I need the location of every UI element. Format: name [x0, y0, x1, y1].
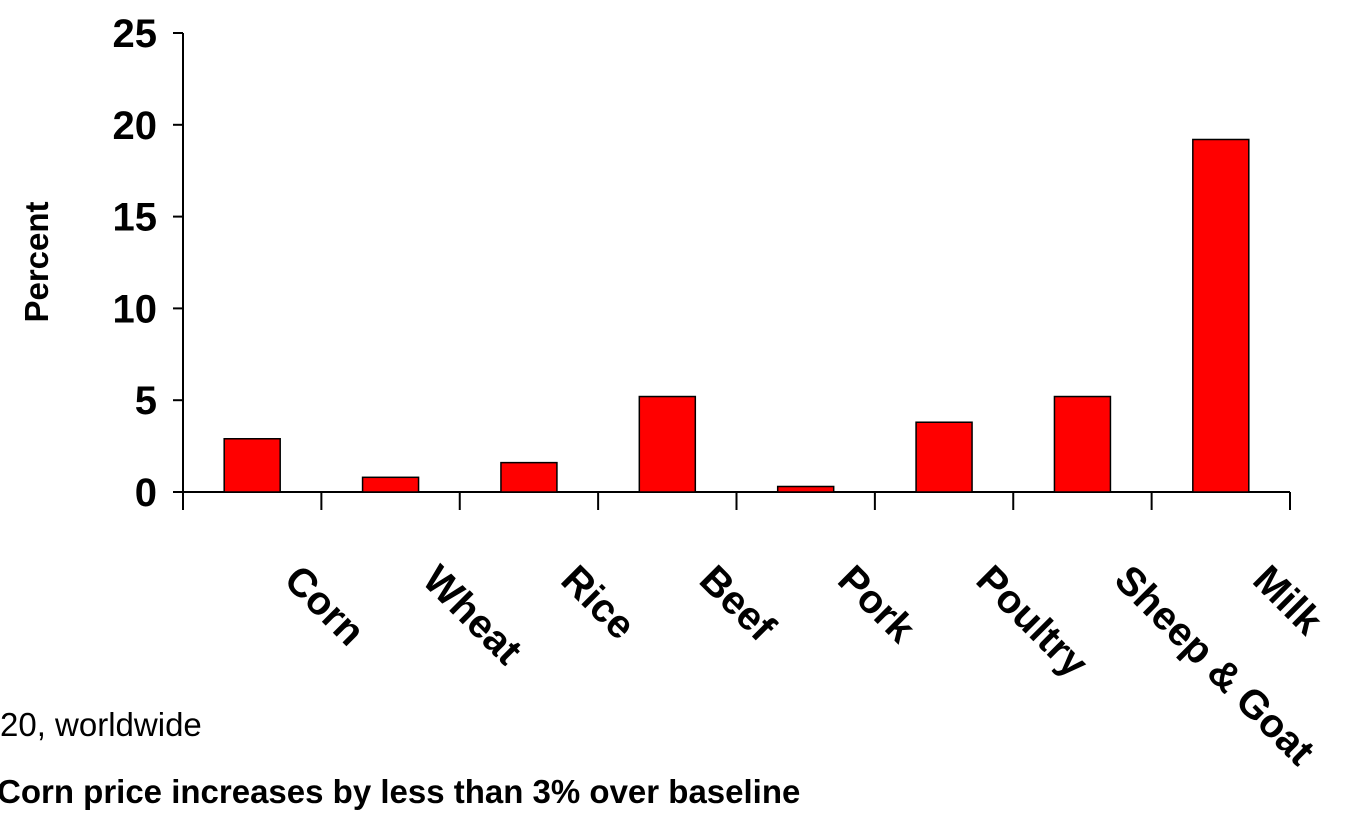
x-tick-label: Poultry — [968, 557, 1097, 686]
x-axis — [182, 491, 1291, 510]
bar-sheep-goat — [1053, 395, 1112, 493]
x-tick-label: Milk — [1244, 557, 1331, 644]
x-tick-label: Rice — [553, 557, 644, 648]
note-region-line: 20, worldwide — [0, 706, 202, 743]
x-tick-label: Pork — [829, 557, 924, 652]
y-axis-title: Percent — [18, 201, 55, 322]
bar-pork — [776, 485, 835, 493]
x-tick-label: Corn — [276, 557, 373, 654]
bar-series — [223, 138, 1250, 493]
bar-poultry — [915, 421, 973, 493]
bar-wheat — [361, 476, 420, 493]
category-labels: Corn Wheat Rice Beef Pork Poultry Sheep & Goat… — [276, 557, 1331, 774]
bar-corn — [223, 438, 281, 493]
y-tick-label: 0 — [135, 471, 157, 515]
bar-milk — [1192, 138, 1250, 493]
y-tick-label: 15 — [113, 196, 158, 240]
x-tick-label: Beef — [691, 557, 784, 650]
x-tick-label: Wheat — [414, 557, 530, 673]
y-tick-label: 25 — [113, 12, 158, 56]
y-axis: 0 5 10 15 20 25 — [113, 12, 184, 515]
y-tick-label: 10 — [113, 287, 158, 331]
note-corn-price-line: Corn price increases by less than 3% ove… — [0, 773, 801, 810]
y-tick-label: 5 — [135, 379, 157, 423]
y-tick-label: 20 — [113, 104, 158, 148]
bar-rice — [500, 461, 558, 493]
bar-beef — [638, 395, 697, 493]
